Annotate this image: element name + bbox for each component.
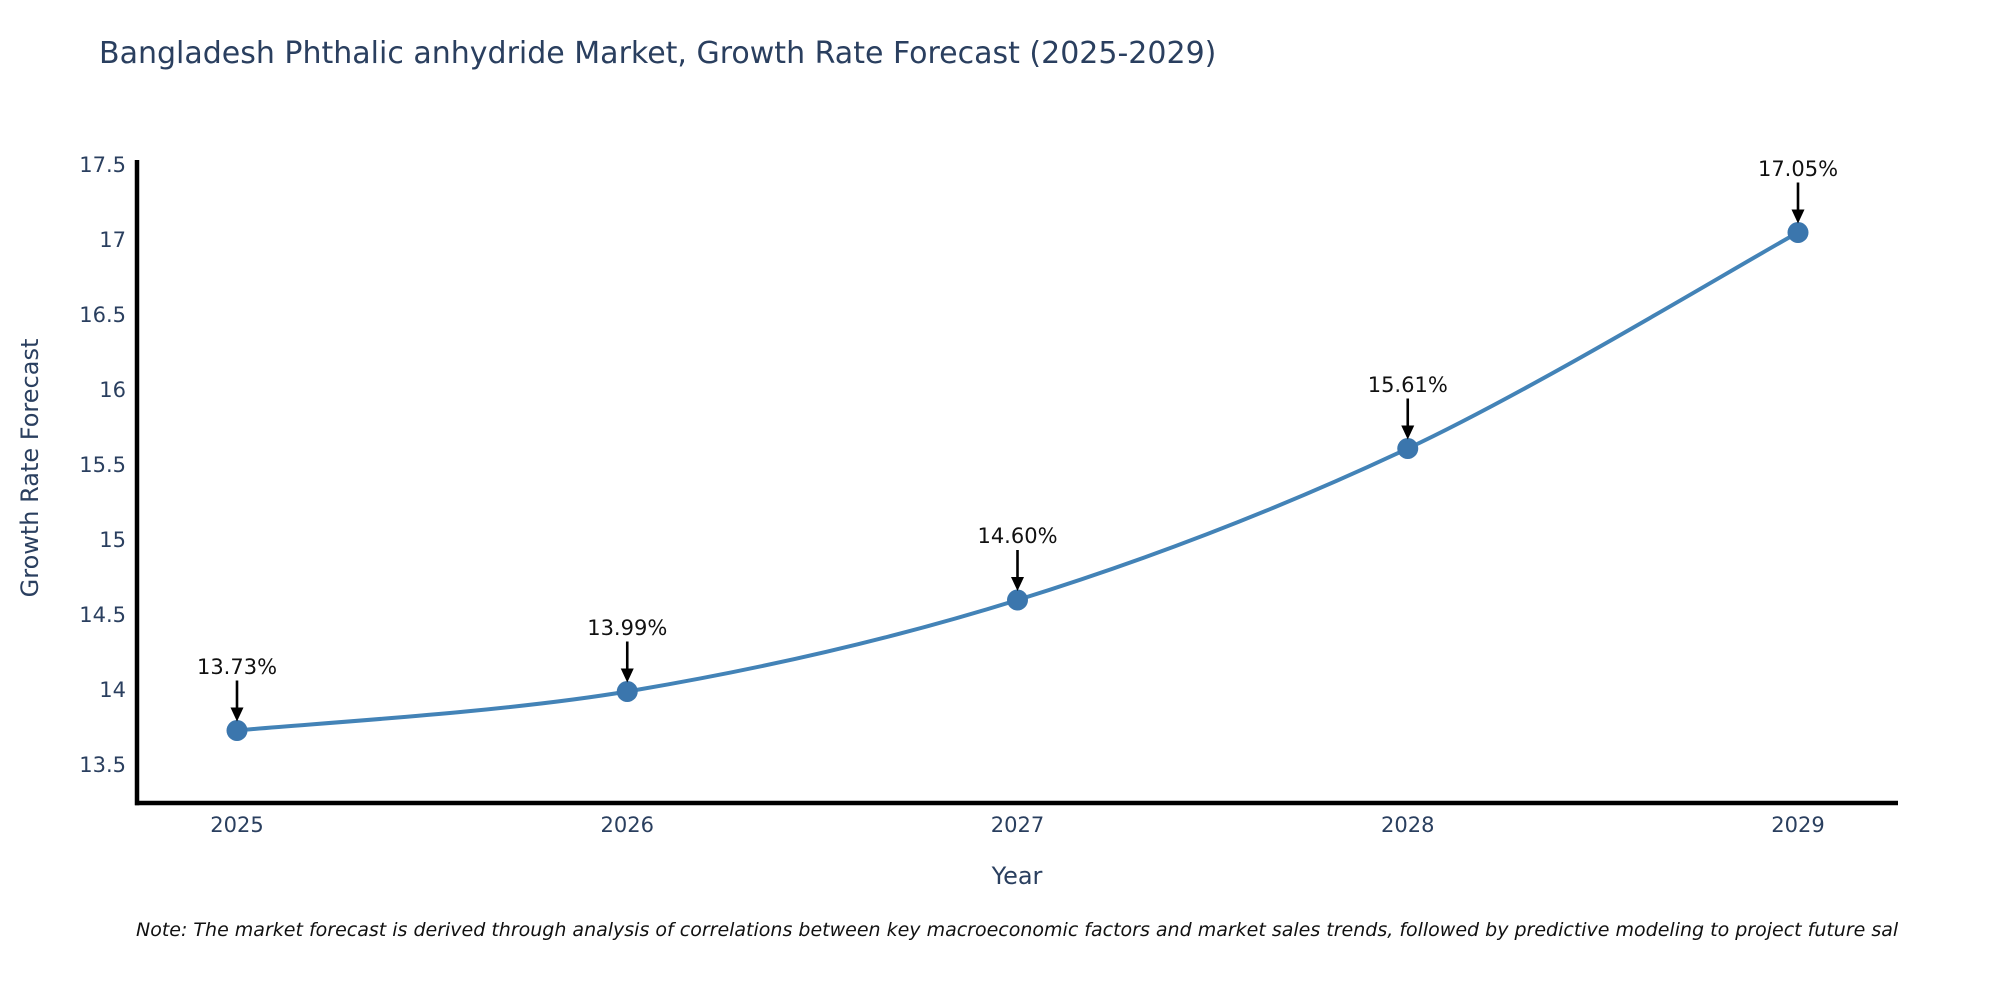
annotation-arrow-head — [230, 707, 244, 722]
y-tick-16.5: 16.5 — [79, 303, 126, 327]
y-tick-15.5: 15.5 — [79, 453, 126, 477]
x-tick-2029: 2029 — [1771, 813, 1825, 837]
y-tick-14: 14 — [99, 678, 126, 702]
y-tick-17.5: 17.5 — [79, 153, 126, 177]
x-axis-title: Year — [991, 862, 1043, 890]
marker-point-2025 — [226, 720, 248, 741]
point-label-2028: 15.61% — [1367, 372, 1448, 397]
marker-point-2026 — [616, 681, 638, 702]
marker-point-2027 — [1007, 589, 1028, 611]
point-label-2027: 14.60% — [977, 524, 1058, 548]
annotation-arrow-head — [620, 668, 634, 683]
annotation-arrow-head — [1011, 577, 1024, 591]
x-tick-2026: 2026 — [600, 813, 654, 837]
point-label-2025: 13.73% — [196, 654, 278, 679]
y-tick-13.5: 13.5 — [79, 753, 126, 777]
x-tick-2025: 2025 — [210, 813, 264, 837]
y-axis-title: Growth Rate Forecast — [16, 338, 44, 598]
y-tick-16: 16 — [99, 378, 126, 402]
y-tick-14.5: 14.5 — [79, 603, 126, 627]
x-tick-2027: 2027 — [990, 813, 1045, 837]
chart-title: Bangladesh Phthalic anhydride Market, Gr… — [99, 36, 1217, 71]
annotation-arrow-head — [1401, 425, 1415, 440]
y-tick-17: 17 — [99, 228, 126, 252]
data-line — [235, 230, 1800, 733]
annotation-arrow-head — [1791, 209, 1805, 224]
y-tick-15: 15 — [99, 528, 126, 552]
x-tick-2028: 2028 — [1381, 813, 1435, 837]
point-label-2029: 17.05% — [1757, 156, 1839, 181]
point-label-2026: 13.99% — [587, 615, 668, 640]
footnote: Note: The market forecast is derived thr… — [136, 919, 1899, 941]
marker-point-2029 — [1787, 222, 1809, 243]
marker-point-2028 — [1397, 438, 1419, 459]
